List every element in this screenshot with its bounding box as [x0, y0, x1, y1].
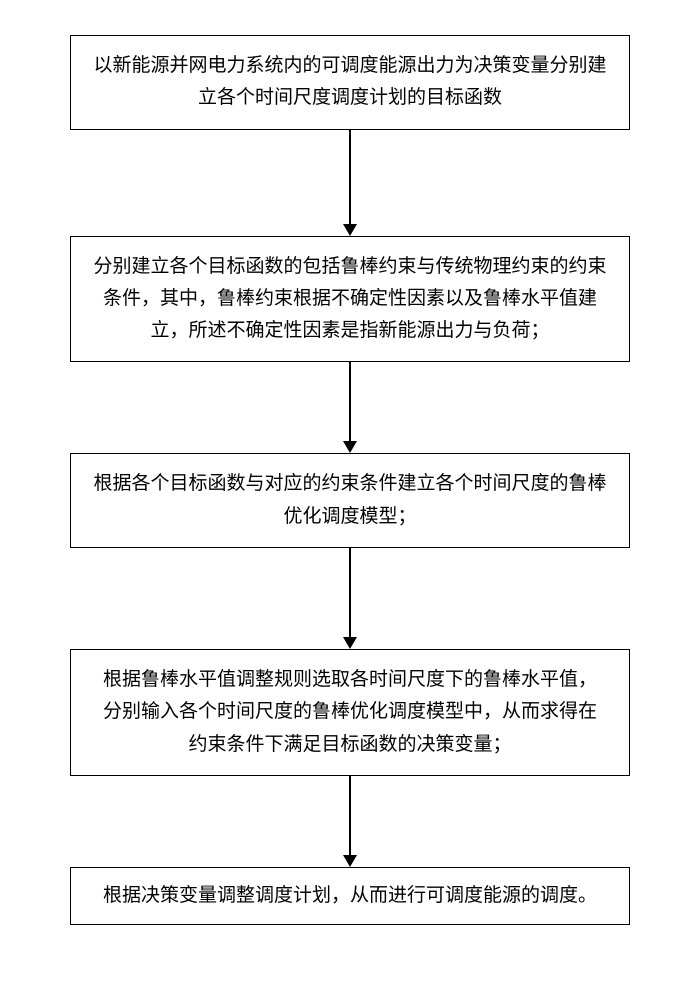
- arrow-stem: [349, 130, 351, 225]
- arrow-head-icon: [343, 855, 357, 867]
- arrow-head-icon: [343, 637, 357, 649]
- flowchart-arrow-3: [343, 548, 357, 649]
- flowchart-box-3: 根据各个目标函数与对应的约束条件建立各个时间尺度的鲁棒优化调度模型；: [70, 453, 630, 548]
- flowchart-box-5: 根据决策变量调整调度计划，从而进行可调度能源的调度。: [70, 867, 630, 925]
- arrow-stem: [349, 548, 351, 638]
- flowchart-arrow-4: [343, 776, 357, 867]
- flowchart-container: 以新能源并网电力系统内的可调度能源出力为决策变量分别建立各个时间尺度调度计划的目…: [70, 35, 630, 925]
- arrow-stem: [349, 776, 351, 856]
- flowchart-box-2: 分别建立各个目标函数的包括鲁棒约束与传统物理约束的约束条件，其中，鲁棒约束根据不…: [70, 236, 630, 363]
- flowchart-arrow-2: [343, 362, 357, 453]
- flowchart-arrow-1: [343, 130, 357, 236]
- arrow-stem: [349, 362, 351, 442]
- flowchart-box-4: 根据鲁棒水平值调整规则选取各时间尺度下的鲁棒水平值，分别输入各个时间尺度的鲁棒优…: [70, 649, 630, 776]
- flowchart-box-1: 以新能源并网电力系统内的可调度能源出力为决策变量分别建立各个时间尺度调度计划的目…: [70, 35, 630, 130]
- arrow-head-icon: [343, 224, 357, 236]
- arrow-head-icon: [343, 441, 357, 453]
